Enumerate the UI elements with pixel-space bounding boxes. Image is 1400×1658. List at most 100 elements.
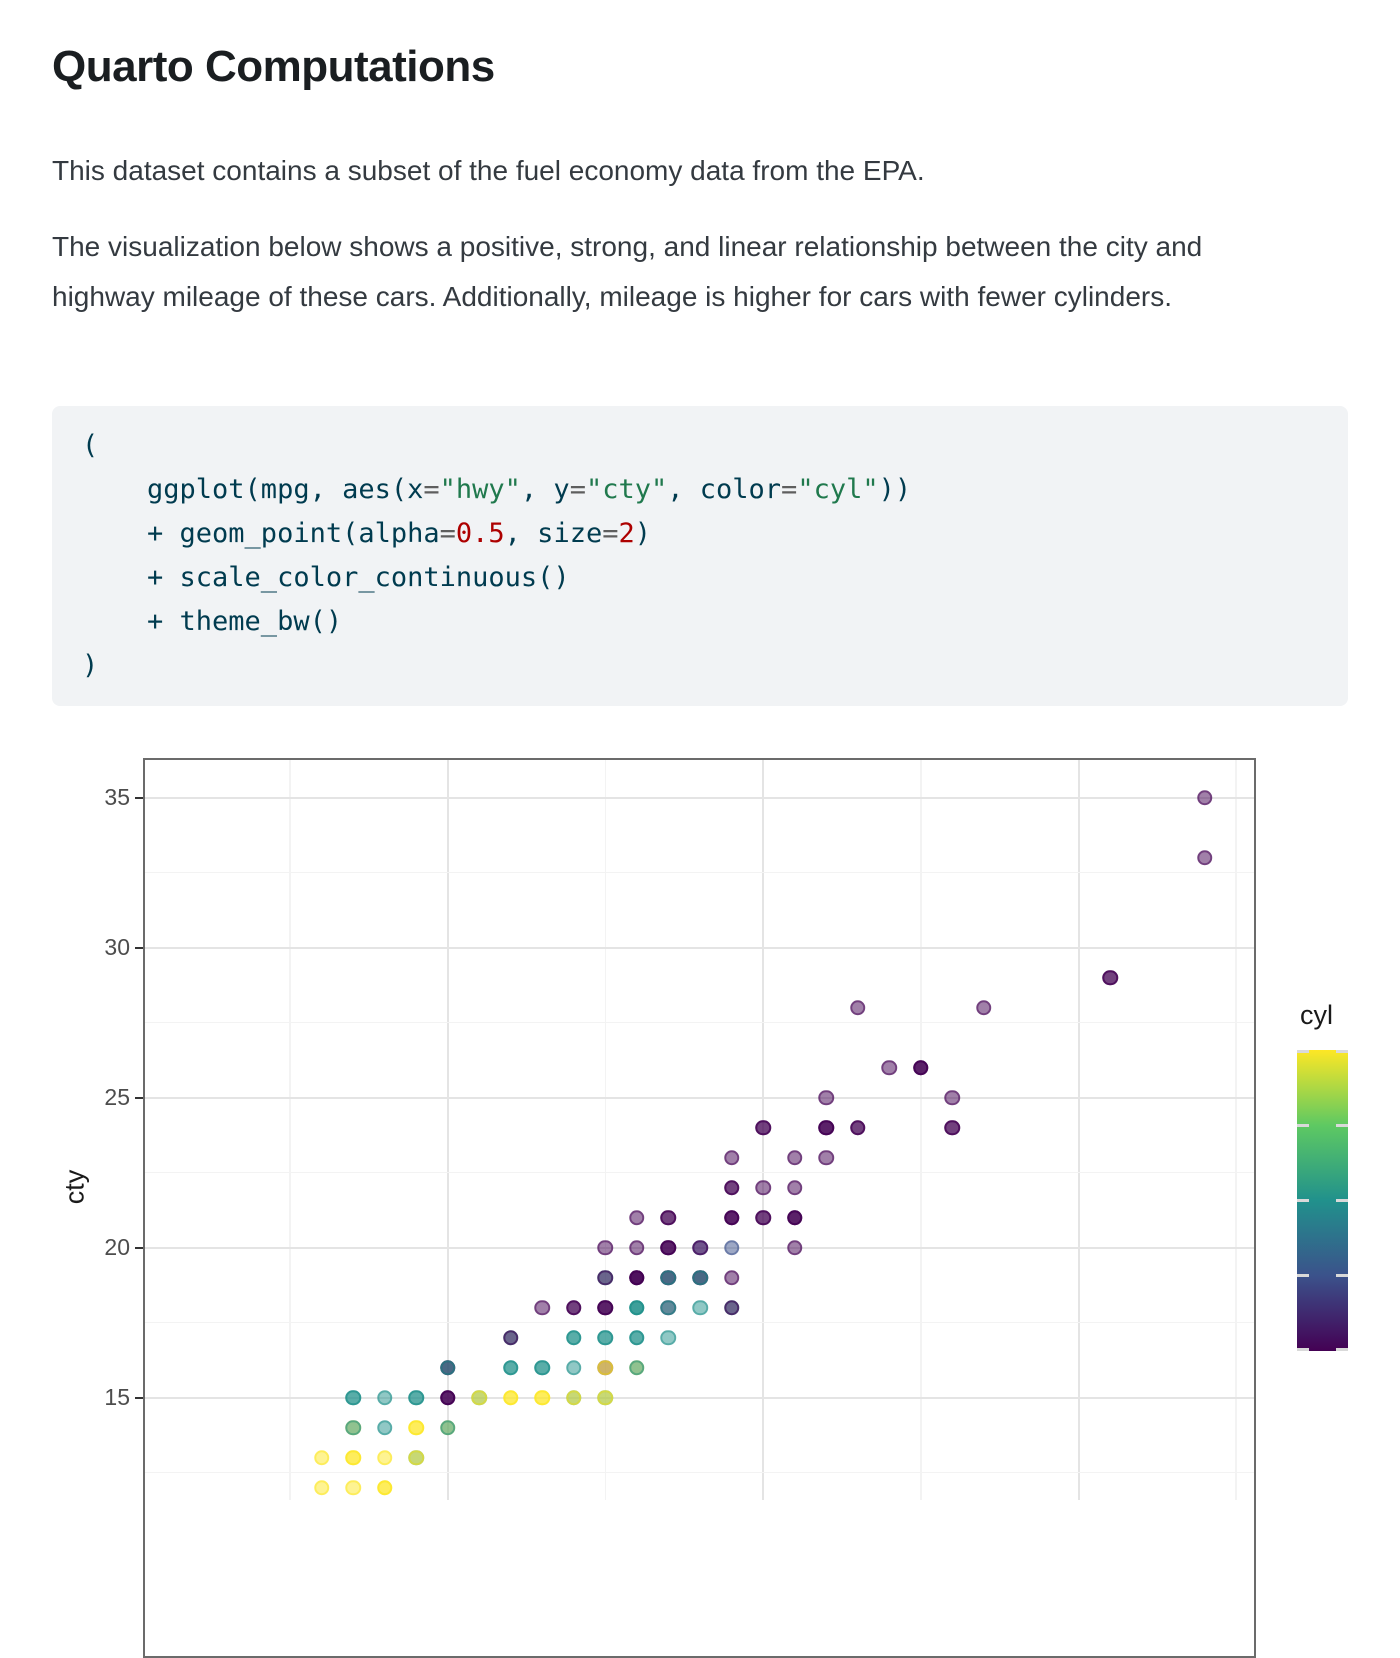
scatter-point (755, 1209, 771, 1226)
gridline-y-minor (143, 1021, 1256, 1024)
scatter-point (629, 1239, 645, 1256)
code-line: + geom_point(alpha=0.5, size=2) (82, 512, 1318, 556)
gridline-y-major (143, 1396, 1256, 1399)
scatter-point (849, 999, 866, 1016)
scatter-point (345, 1419, 361, 1436)
y-tick-mark (135, 796, 143, 799)
scatter-point (755, 1179, 771, 1196)
scatter-point (1102, 969, 1118, 986)
colorbar-tick-right (1336, 1050, 1348, 1053)
colorbar-tick-right (1336, 1274, 1348, 1278)
scatter-point (818, 1119, 834, 1136)
scatter-point (629, 1209, 645, 1226)
code-token: ) (82, 650, 99, 681)
code-token: "cty" (585, 474, 668, 505)
scatter-point (597, 1239, 614, 1256)
scatter-point (660, 1329, 677, 1346)
scatter-point (566, 1299, 582, 1316)
code-token: , color (667, 474, 782, 505)
code-token: + geom_point(alpha (82, 518, 440, 549)
legend-title: cyl (1300, 1000, 1333, 1030)
scatter-point (597, 1269, 614, 1286)
gridline-x-minor (604, 758, 607, 1500)
scatter-point (376, 1449, 393, 1466)
scatter-point (503, 1359, 519, 1376)
scatter-point (597, 1389, 614, 1406)
scatter-point (660, 1209, 677, 1226)
code-token: , size (504, 518, 603, 549)
scatter-point (376, 1479, 393, 1496)
code-token: = (439, 518, 456, 549)
colorbar-tick-right (1336, 1348, 1348, 1351)
code-line: + theme_bw() (82, 600, 1318, 644)
scatter-point (660, 1269, 677, 1286)
code-token: + scale_color_continuous() (82, 562, 570, 593)
scatter-point (313, 1479, 330, 1496)
scatter-point (944, 1119, 961, 1136)
scatter-point (629, 1299, 645, 1316)
scatter-point (755, 1119, 771, 1136)
code-token: "hwy" (439, 474, 521, 505)
scatter-point (1196, 789, 1213, 806)
scatter-point (723, 1209, 740, 1226)
colorbar-tick-left (1297, 1050, 1309, 1053)
gridline-x-minor (920, 758, 922, 1500)
colorbar-tick-left (1297, 1199, 1309, 1202)
scatter-point (786, 1209, 803, 1226)
scatter-point (818, 1089, 834, 1106)
scatter-point (629, 1269, 645, 1286)
scatter-point (566, 1389, 582, 1406)
gridline-y-major (143, 1096, 1256, 1099)
intro-paragraph: This dataset contains a subset of the fu… (52, 155, 925, 186)
legend-colorbar (1297, 1050, 1348, 1351)
scatter-point (723, 1269, 740, 1286)
scatter-point (660, 1299, 677, 1316)
scatter-point (723, 1149, 740, 1166)
scatter-point (313, 1449, 330, 1466)
scatter-point (534, 1359, 551, 1376)
gridline-y-minor (143, 871, 1256, 874)
scatter-point (408, 1419, 424, 1436)
gridline-y-minor (143, 1321, 1256, 1324)
code-token: ) (634, 518, 652, 549)
y-axis-title: cty (59, 1169, 90, 1205)
scatter-point (534, 1299, 551, 1316)
code-token: "cyl" (797, 474, 879, 505)
gridline-x-major (1077, 758, 1080, 1500)
gridline-x-minor (289, 758, 291, 1500)
code-token: 2 (618, 518, 635, 549)
scatter-point (566, 1329, 582, 1346)
code-token: = (781, 474, 798, 505)
y-tick-label: 20 (104, 1234, 130, 1261)
scatter-point (503, 1389, 519, 1406)
scatter-point (408, 1389, 424, 1406)
scatter-point (376, 1389, 393, 1406)
code-token: = (569, 474, 586, 505)
y-tick-mark (135, 1246, 143, 1249)
page-title: Quarto Computations (52, 42, 495, 91)
scatter-point (597, 1359, 614, 1376)
scatter-point (566, 1359, 582, 1376)
scatter-point (786, 1239, 803, 1256)
scatter-point (849, 1119, 866, 1136)
y-tick-mark (135, 946, 143, 949)
scatter-point (818, 1149, 834, 1166)
gridline-x-major (446, 758, 449, 1500)
scatter-point (692, 1239, 708, 1256)
code-line: ggplot(mpg, aes(x="hwy", y="cty", color=… (82, 468, 1318, 512)
code-token: = (602, 518, 619, 549)
code-block: ( ggplot(mpg, aes(x="hwy", y="cty", colo… (52, 406, 1348, 706)
scatter-point (944, 1089, 961, 1106)
code-token: + theme_bw() (82, 606, 343, 637)
code-line: ( (82, 424, 1318, 468)
y-tick-label: 25 (104, 1084, 130, 1111)
description-paragraph: The visualization below shows a positive… (52, 231, 1203, 312)
scatter-point (1196, 849, 1213, 866)
scatter-point (692, 1269, 708, 1286)
plot-panel (143, 758, 1256, 1658)
code-line: + scale_color_continuous() (82, 556, 1318, 600)
gridline-y-major (143, 946, 1256, 949)
scatter-point (786, 1149, 803, 1166)
scatter-point (913, 1059, 929, 1076)
scatter-point (439, 1419, 456, 1436)
